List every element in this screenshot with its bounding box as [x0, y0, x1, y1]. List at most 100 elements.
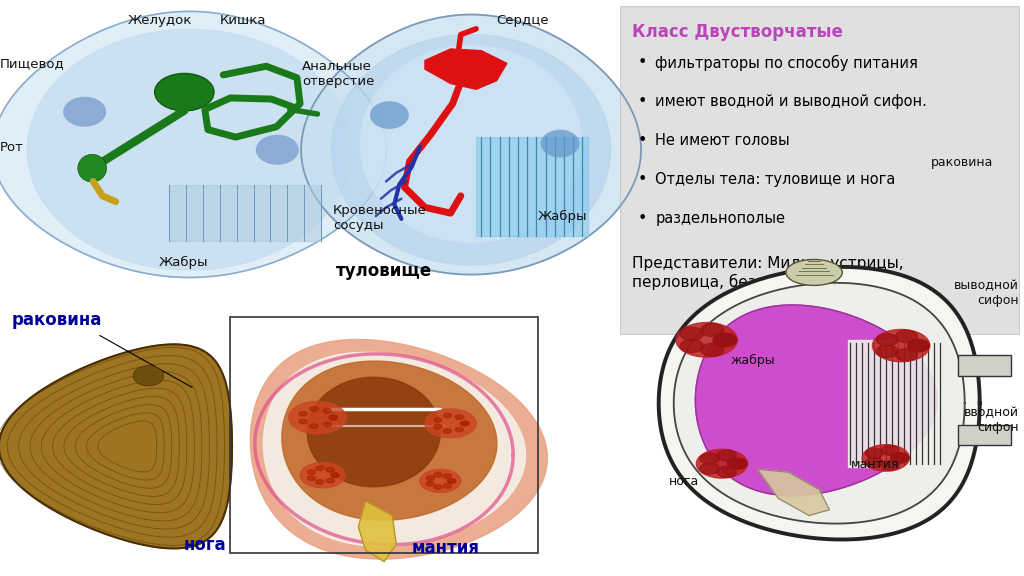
- Ellipse shape: [786, 259, 842, 285]
- Text: фильтраторы по способу питания: фильтраторы по способу питания: [655, 55, 919, 71]
- Circle shape: [307, 476, 315, 480]
- Circle shape: [456, 427, 464, 432]
- Text: раздельнополые: раздельнополые: [655, 211, 785, 226]
- Text: мантия: мантия: [412, 539, 479, 556]
- Circle shape: [714, 334, 736, 346]
- Circle shape: [447, 479, 456, 483]
- Polygon shape: [476, 138, 588, 236]
- Text: Анальные
отверстие: Анальные отверстие: [302, 60, 375, 89]
- Text: раковина: раковина: [11, 311, 101, 329]
- Text: Класс Двустворчатые: Класс Двустворчатые: [632, 23, 843, 41]
- Circle shape: [425, 409, 476, 438]
- Circle shape: [310, 424, 318, 429]
- Circle shape: [331, 473, 339, 478]
- Polygon shape: [0, 344, 232, 548]
- Polygon shape: [28, 29, 351, 270]
- Text: раковина: раковина: [931, 156, 993, 169]
- Circle shape: [862, 445, 909, 471]
- Circle shape: [728, 458, 748, 469]
- Circle shape: [700, 323, 724, 336]
- Text: Желудок: Желудок: [128, 14, 193, 28]
- Circle shape: [434, 418, 442, 422]
- Text: Пищевод: Пищевод: [0, 58, 65, 71]
- Polygon shape: [658, 267, 980, 540]
- Polygon shape: [301, 14, 641, 275]
- Text: вводной
сифон: вводной сифон: [964, 406, 1019, 434]
- Circle shape: [461, 421, 469, 426]
- Circle shape: [331, 473, 339, 478]
- Text: имеют вводной и выводной сифон.: имеют вводной и выводной сифон.: [655, 94, 928, 109]
- Text: •: •: [638, 211, 647, 226]
- Polygon shape: [674, 283, 965, 524]
- Ellipse shape: [133, 366, 164, 386]
- Circle shape: [877, 345, 898, 358]
- Text: жабры: жабры: [730, 354, 775, 367]
- Polygon shape: [695, 305, 937, 496]
- Circle shape: [324, 408, 332, 413]
- Ellipse shape: [63, 97, 106, 127]
- Circle shape: [896, 330, 918, 343]
- Circle shape: [307, 470, 315, 475]
- Circle shape: [699, 463, 719, 474]
- Text: выводной
сифон: выводной сифон: [954, 279, 1019, 308]
- Polygon shape: [263, 353, 525, 546]
- Text: •: •: [638, 133, 647, 148]
- Text: Представители: Мидии, устрицы,
перловица, беззубка: Представители: Мидии, устрицы, перловица…: [632, 256, 903, 290]
- Circle shape: [680, 327, 703, 340]
- Circle shape: [315, 480, 324, 484]
- Bar: [230, 317, 538, 553]
- Polygon shape: [169, 185, 322, 241]
- Circle shape: [882, 445, 899, 456]
- Circle shape: [700, 343, 724, 357]
- Circle shape: [443, 484, 452, 488]
- Polygon shape: [848, 340, 942, 467]
- Circle shape: [714, 334, 736, 346]
- Text: нога: нога: [669, 475, 699, 488]
- Circle shape: [434, 425, 442, 429]
- Polygon shape: [332, 35, 610, 265]
- Circle shape: [877, 334, 898, 346]
- Text: нога: нога: [183, 536, 226, 554]
- Text: Рот: Рот: [0, 141, 24, 154]
- Polygon shape: [358, 501, 396, 562]
- Circle shape: [696, 449, 748, 478]
- Circle shape: [699, 453, 719, 464]
- Text: Кишка: Кишка: [220, 14, 266, 28]
- Circle shape: [426, 482, 434, 486]
- Ellipse shape: [359, 45, 583, 243]
- Ellipse shape: [155, 74, 214, 111]
- Circle shape: [676, 323, 737, 357]
- Text: Сердце: Сердце: [497, 14, 549, 28]
- Circle shape: [896, 348, 918, 361]
- Text: Не имеют головы: Не имеют головы: [655, 133, 790, 148]
- Circle shape: [426, 476, 434, 480]
- Text: •: •: [638, 55, 647, 70]
- Circle shape: [299, 419, 307, 424]
- Circle shape: [420, 469, 461, 492]
- Polygon shape: [307, 377, 440, 487]
- Polygon shape: [758, 469, 829, 516]
- Circle shape: [315, 466, 324, 471]
- Circle shape: [461, 421, 469, 426]
- Circle shape: [907, 339, 929, 352]
- Circle shape: [329, 415, 337, 420]
- Circle shape: [865, 457, 884, 468]
- Text: мантия: мантия: [851, 458, 900, 471]
- Text: Отделы тела: туловище и нога: Отделы тела: туловище и нога: [655, 172, 896, 187]
- Circle shape: [680, 339, 703, 353]
- Text: •: •: [638, 94, 647, 109]
- Circle shape: [728, 458, 748, 469]
- Ellipse shape: [370, 101, 409, 129]
- Circle shape: [434, 485, 442, 490]
- Polygon shape: [957, 355, 1011, 376]
- Circle shape: [443, 473, 452, 478]
- Circle shape: [324, 422, 332, 427]
- Text: Кровеносные
сосуды: Кровеносные сосуды: [333, 204, 427, 233]
- Circle shape: [882, 460, 899, 471]
- Circle shape: [310, 407, 318, 411]
- Polygon shape: [957, 425, 1011, 445]
- Circle shape: [891, 453, 909, 463]
- Polygon shape: [251, 339, 547, 559]
- Circle shape: [329, 415, 337, 420]
- Circle shape: [891, 453, 909, 463]
